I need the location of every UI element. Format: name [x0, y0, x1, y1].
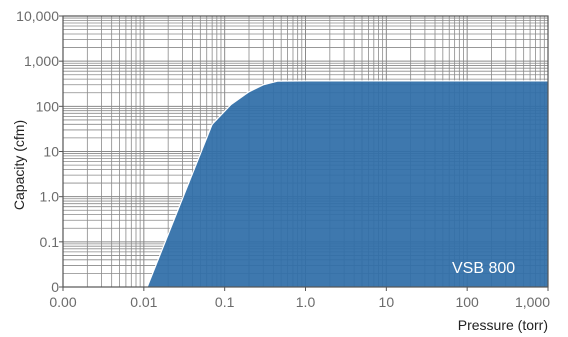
x-axis-ticks: 0.00 0.01 0.1 1.0 10 100 1,000	[49, 287, 550, 310]
x-tick-label: 1.0	[296, 294, 316, 310]
y-tick-label: 0.1	[40, 234, 60, 250]
y-tick-label: 1.0	[40, 189, 60, 205]
x-tick-label: 0.00	[49, 294, 76, 310]
y-tick-label: 100	[36, 98, 60, 114]
series-label-vsb-800: VSB 800	[452, 260, 515, 277]
series-area-vsb-800	[147, 80, 548, 287]
y-axis-title: Capacity (cfm)	[11, 120, 27, 210]
x-axis-title: Pressure (torr)	[458, 317, 548, 333]
y-axis-ticks: 0 0.1 1.0 10 100 1,000 10,000	[16, 8, 63, 295]
x-tick-label: 0.1	[215, 294, 235, 310]
y-tick-label: 0	[51, 279, 59, 295]
y-tick-label: 1,000	[24, 53, 59, 69]
series-edge-vsb-800	[146, 80, 548, 288]
y-tick-label: 10,000	[16, 8, 59, 24]
series-area-layer	[146, 80, 548, 288]
x-tick-label: 10	[379, 294, 395, 310]
y-tick-label: 10	[43, 144, 59, 160]
x-tick-label: 1,000	[515, 294, 550, 310]
x-tick-label: 100	[455, 294, 479, 310]
x-tick-label: 0.01	[130, 294, 157, 310]
